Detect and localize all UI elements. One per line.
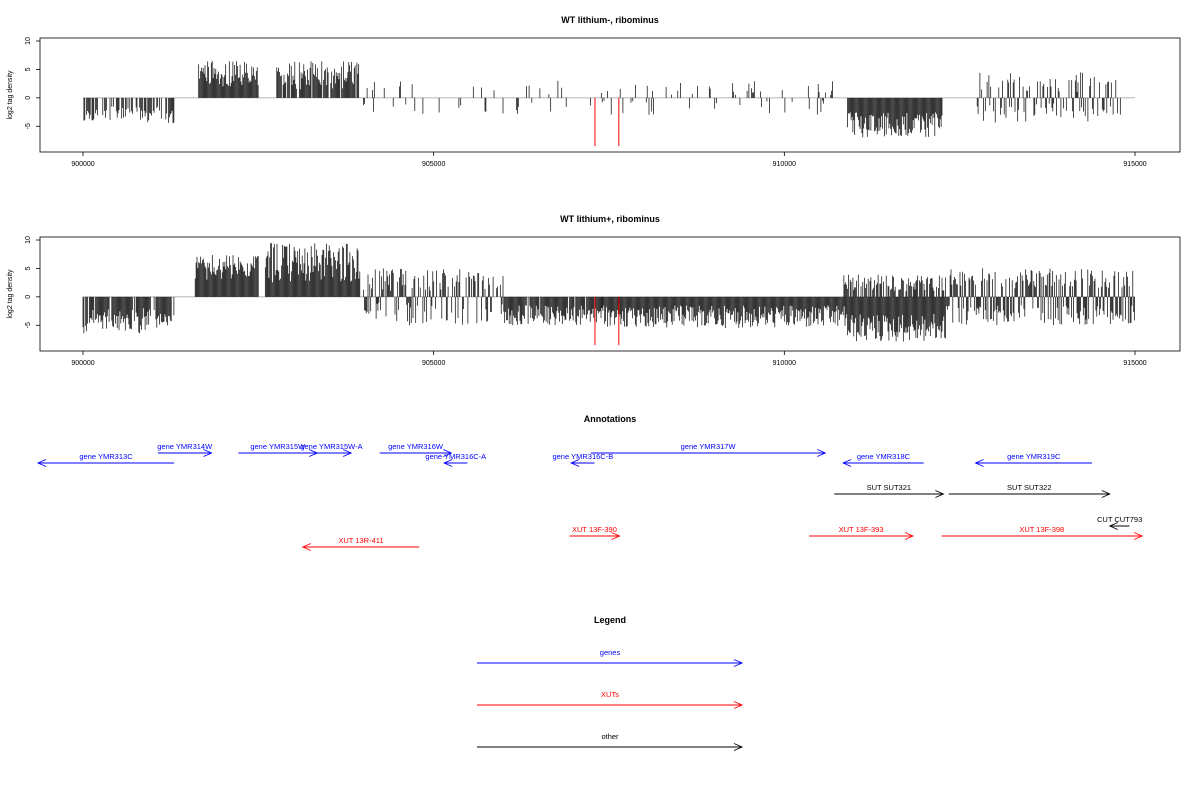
legend-arrowhead	[733, 659, 744, 667]
feature-arrowhead	[342, 449, 353, 457]
y-tick-label: 10	[25, 236, 32, 244]
legend-label: XUTs	[601, 690, 619, 699]
y-tick-label: -5	[25, 123, 32, 129]
annotations-panel: Annotations gene YMR313C gene YMR314W gene…	[36, 414, 1144, 551]
legend-arrowhead	[733, 743, 744, 751]
annotation-feature: gene YMR314W	[157, 442, 213, 457]
annotation-feature: SUT SUT322	[948, 483, 1111, 498]
feature-label: gene YMR314W	[157, 442, 213, 451]
feature-arrowhead	[1101, 490, 1111, 498]
annotation-feature: gene YMR316C-A	[425, 452, 486, 467]
feature-arrowhead	[904, 532, 915, 540]
annotation-feature: CUT CUT793	[1097, 515, 1142, 530]
feature-label: gene YMR318C	[857, 452, 911, 461]
legend-items: genes XUTs other	[477, 648, 744, 751]
x-tick-label: 900000	[71, 360, 94, 367]
panel-2-axes: 900000 905000 910000 915000 10 5 0 -5	[25, 236, 1147, 367]
annotation-feature: gene YMR316W	[379, 442, 453, 457]
feature-arrowhead	[570, 459, 580, 467]
panel-1-axes: 900000 905000 910000 915000 10 5 0 -5	[25, 37, 1147, 168]
feature-label: SUT SUT321	[867, 483, 911, 492]
feature-arrowhead	[203, 449, 213, 457]
annotation-feature: gene YMR315W-A	[300, 442, 363, 457]
feature-label: gene YMR316W	[388, 442, 444, 451]
annotation-feature: gene YMR318C	[842, 452, 924, 467]
y-tick-label: 0	[25, 295, 32, 299]
annotation-feature: gene YMR319C	[974, 452, 1092, 467]
panel-1-bars	[83, 60, 1135, 147]
y-tick-label: 0	[25, 96, 32, 100]
feature-label: gene YMR316C-B	[552, 452, 613, 461]
feature-arrowhead	[935, 490, 945, 498]
legend-arrowhead	[733, 701, 744, 709]
y-tick-label: 5	[25, 67, 32, 71]
feature-arrowhead	[443, 449, 453, 457]
y-tick-label: -5	[25, 322, 32, 328]
legend-label: genes	[600, 648, 621, 657]
feature-arrowhead	[443, 459, 453, 467]
legend-item: other	[477, 732, 744, 751]
feature-arrowhead	[1108, 522, 1118, 530]
feature-arrowhead	[301, 543, 311, 551]
panel-1-title: WT lithium-, ribominus	[561, 15, 659, 25]
feature-arrowhead	[611, 532, 621, 540]
panel-2-bars	[82, 243, 1135, 346]
panel-lithium-plus: WT lithium+, ribominus 900000 905000 91000…	[7, 214, 1181, 367]
legend-title: Legend	[594, 615, 626, 625]
feature-arrowhead	[842, 459, 852, 467]
feature-label: XUT 13R-411	[338, 536, 383, 545]
feature-label: gene YMR315W-A	[300, 442, 362, 451]
legend-item: genes	[477, 648, 744, 667]
panel-2-ylabel: log2 tag density	[7, 269, 14, 319]
annotation-feature: XUT 13R-411	[301, 536, 420, 551]
x-tick-label: 915000	[1123, 161, 1146, 168]
feature-label: gene YMR319C	[1007, 452, 1061, 461]
feature-arrowhead	[36, 459, 47, 467]
feature-arrowhead	[974, 459, 984, 467]
annotation-feature: gene YMR316C-B	[552, 452, 613, 467]
annotation-feature: gene YMR313C	[36, 452, 174, 467]
panel-2-title: WT lithium+, ribominus	[560, 214, 660, 224]
y-tick-label: 5	[25, 266, 32, 270]
feature-arrowhead	[817, 449, 827, 457]
annotations-title: Annotations	[584, 414, 637, 424]
x-tick-label: 905000	[422, 360, 445, 367]
x-tick-label: 910000	[773, 360, 796, 367]
feature-label: XUT 13F-393	[839, 525, 884, 534]
feature-label: XUT 13F-398	[1019, 525, 1064, 534]
annotation-feature: XUT 13F-393	[809, 525, 915, 540]
feature-arrowhead	[1133, 532, 1144, 540]
annotation-feature: SUT SUT321	[834, 483, 945, 498]
feature-label: gene YMR317W	[681, 442, 737, 451]
annotation-feature: XUT 13F-390	[569, 525, 621, 540]
x-tick-label: 910000	[773, 161, 796, 168]
annotation-feature: XUT 13F-398	[941, 525, 1144, 540]
legend: Legend genes XUTs other	[477, 615, 744, 751]
feature-label: gene YMR315W	[250, 442, 306, 451]
x-tick-label: 900000	[71, 161, 94, 168]
annotation-feature: gene YMR317W	[590, 442, 827, 457]
panel-lithium-minus: WT lithium-, ribominus 900000 905000 91000…	[7, 15, 1181, 168]
x-tick-label: 905000	[422, 161, 445, 168]
panel-1-ylabel: log2 tag density	[7, 70, 14, 120]
x-tick-label: 915000	[1123, 360, 1146, 367]
panel-2-frame	[39, 236, 1181, 352]
feature-label: gene YMR316C-A	[425, 452, 486, 461]
feature-label: CUT CUT793	[1097, 515, 1142, 524]
legend-item: XUTs	[477, 690, 744, 709]
feature-label: gene YMR313C	[79, 452, 133, 461]
feature-label: SUT SUT322	[1007, 483, 1051, 492]
legend-label: other	[601, 732, 619, 741]
feature-label: XUT 13F-390	[572, 525, 617, 534]
y-tick-label: 10	[25, 37, 32, 45]
panel-1-frame	[39, 37, 1181, 153]
